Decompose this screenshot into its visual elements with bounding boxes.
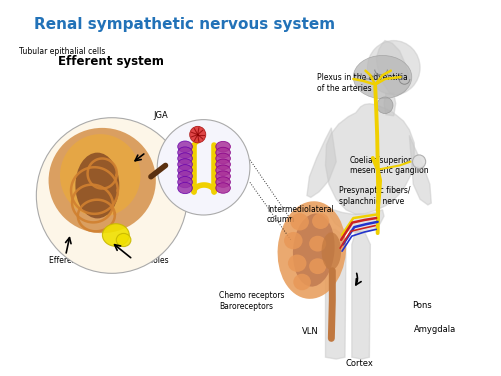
Polygon shape (325, 104, 413, 214)
Ellipse shape (215, 153, 230, 164)
Ellipse shape (60, 134, 140, 217)
Polygon shape (325, 229, 345, 359)
Ellipse shape (288, 255, 306, 272)
Ellipse shape (312, 213, 329, 229)
Polygon shape (383, 93, 395, 116)
Ellipse shape (49, 128, 155, 233)
Ellipse shape (116, 233, 131, 247)
Circle shape (157, 120, 249, 215)
Ellipse shape (177, 176, 192, 188)
Text: Chemo receptors
Baroreceptors: Chemo receptors Baroreceptors (219, 291, 284, 311)
Polygon shape (351, 231, 370, 359)
Text: Plexus in the adventitia
of the arteries: Plexus in the adventitia of the arteries (316, 73, 407, 93)
Ellipse shape (284, 232, 302, 249)
Ellipse shape (177, 153, 192, 164)
Ellipse shape (215, 141, 230, 152)
Ellipse shape (215, 159, 230, 170)
Ellipse shape (321, 232, 340, 270)
Ellipse shape (353, 55, 411, 99)
Ellipse shape (309, 236, 326, 252)
Polygon shape (306, 128, 336, 197)
Text: Coeliac/superior
mesenteric ganglion: Coeliac/superior mesenteric ganglion (349, 156, 428, 176)
Circle shape (412, 155, 425, 168)
Text: Amygdala: Amygdala (413, 325, 455, 334)
Ellipse shape (293, 274, 310, 290)
Ellipse shape (102, 224, 129, 246)
Text: Pons: Pons (411, 301, 431, 310)
Text: JGA: JGA (153, 111, 168, 120)
Circle shape (376, 97, 392, 114)
Text: Presynaptic fibers/
splanchnic nerve: Presynaptic fibers/ splanchnic nerve (338, 186, 409, 206)
Ellipse shape (215, 165, 230, 176)
Text: VLN: VLN (302, 327, 318, 336)
Ellipse shape (290, 213, 308, 230)
Ellipse shape (177, 147, 192, 158)
Text: Intermediolateral
column: Intermediolateral column (267, 205, 333, 224)
Text: Tubular epithalial cells: Tubular epithalial cells (19, 47, 105, 56)
Polygon shape (408, 135, 430, 205)
Ellipse shape (292, 214, 334, 287)
Ellipse shape (215, 177, 230, 187)
Ellipse shape (309, 258, 326, 274)
Ellipse shape (177, 165, 192, 176)
Polygon shape (375, 41, 408, 96)
Ellipse shape (75, 153, 119, 218)
Ellipse shape (215, 147, 230, 158)
Ellipse shape (215, 171, 230, 182)
Circle shape (189, 126, 205, 143)
Text: Renal sympathetic nervous system: Renal sympathetic nervous system (35, 17, 335, 32)
Ellipse shape (215, 183, 230, 193)
Ellipse shape (177, 171, 192, 182)
Ellipse shape (177, 141, 192, 152)
Text: Efferent system: Efferent system (58, 55, 164, 68)
Ellipse shape (177, 159, 192, 170)
Text: Efferent and afferent arterioles: Efferent and afferent arterioles (49, 256, 168, 265)
Ellipse shape (177, 182, 192, 194)
Text: Cortex: Cortex (345, 359, 373, 368)
Circle shape (36, 118, 187, 273)
Ellipse shape (277, 201, 345, 299)
Polygon shape (328, 210, 383, 232)
Circle shape (367, 41, 419, 95)
